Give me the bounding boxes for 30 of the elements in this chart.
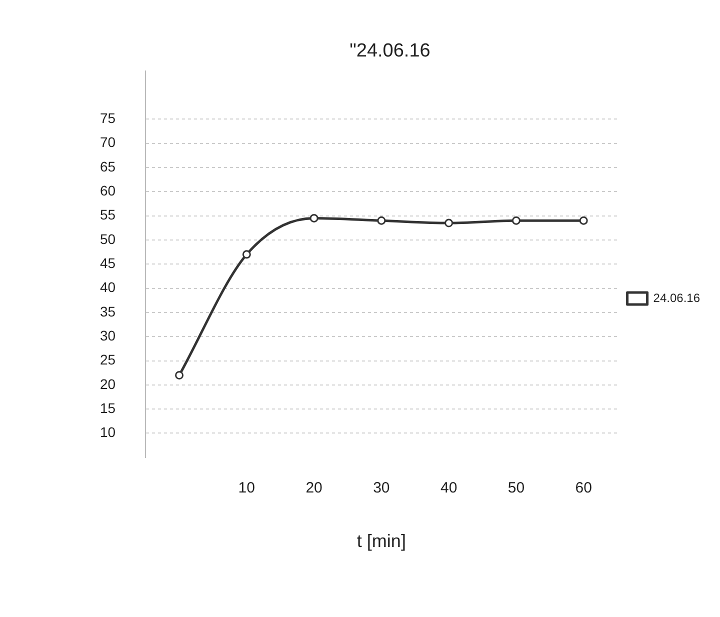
point	[512, 216, 520, 225]
x-tick-label: 30	[373, 480, 390, 497]
y-tick-label: 60	[100, 182, 116, 198]
y-tick-label: 50	[100, 230, 116, 247]
x-tick-label: 40	[440, 480, 458, 497]
y-tick-label: 65	[100, 158, 116, 174]
y-tick-label: 35	[100, 303, 116, 320]
y-tick-label: 70	[100, 134, 116, 150]
point	[310, 214, 318, 222]
x-tick-label: 60	[575, 480, 592, 497]
y-tick-label: 40	[100, 279, 116, 296]
point	[579, 216, 588, 225]
y-tick-label: 15	[100, 400, 116, 416]
chart-title: "24.06.16	[350, 40, 430, 62]
y-tick-label: 55	[100, 206, 116, 223]
x-tick-label: 10	[238, 480, 255, 497]
point	[377, 216, 386, 225]
point	[175, 371, 184, 380]
point	[444, 218, 454, 228]
x-tick-label: 50	[508, 480, 525, 497]
y-tick-label: 75	[100, 110, 116, 126]
y-tick-label: 45	[100, 254, 116, 271]
y-tick-label: 30	[100, 327, 116, 344]
y-tick-label: 20	[100, 376, 116, 392]
point	[242, 250, 251, 259]
y-tick-label: 25	[100, 352, 116, 368]
legend-label: 24.06.16	[653, 290, 700, 305]
y-tick-label: 10	[100, 424, 116, 440]
x-tick-label: 20	[306, 480, 322, 497]
x-axis-title: t [min]	[356, 531, 406, 552]
